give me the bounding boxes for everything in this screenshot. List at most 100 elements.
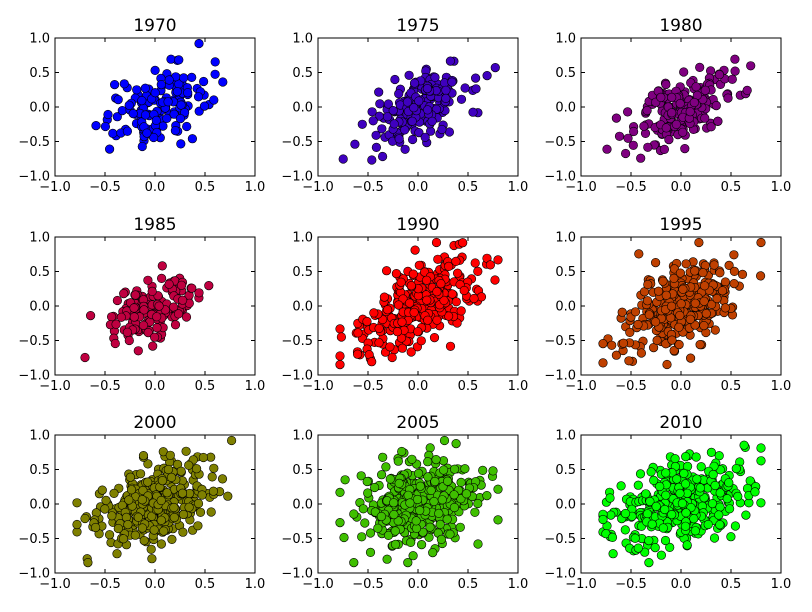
x-tick-label: 0.5 xyxy=(721,577,742,592)
data-point xyxy=(154,301,164,311)
data-point xyxy=(403,557,413,568)
x-tick-label: −1.0 xyxy=(39,577,71,592)
data-point xyxy=(149,525,159,535)
data-point xyxy=(729,250,739,260)
data-point xyxy=(410,78,420,88)
data-point xyxy=(197,490,207,500)
data-point xyxy=(393,516,403,526)
data-point xyxy=(406,347,416,357)
data-point xyxy=(651,501,661,512)
data-point xyxy=(107,511,117,521)
data-point xyxy=(349,509,359,519)
data-point xyxy=(409,103,419,113)
data-point xyxy=(169,502,179,513)
data-point xyxy=(383,305,393,315)
data-point xyxy=(335,360,345,370)
data-point xyxy=(370,482,380,493)
x-tick-label: 1.0 xyxy=(245,577,266,592)
data-point xyxy=(652,335,662,346)
data-point xyxy=(658,523,668,533)
data-point xyxy=(150,332,160,342)
y-tick-label: −1.0 xyxy=(18,170,50,185)
scatter-points xyxy=(598,237,766,370)
data-point xyxy=(374,323,384,334)
scatter-points xyxy=(80,261,214,363)
y-tick-label: −0.5 xyxy=(544,135,576,150)
data-point xyxy=(715,502,725,512)
data-point xyxy=(362,476,372,487)
data-point xyxy=(405,298,415,308)
data-point xyxy=(643,279,653,290)
data-point xyxy=(675,268,686,278)
data-point xyxy=(650,542,660,553)
subplot-2010: 2010 −1.0 −0.5 0.0 0.5 1.0 −1.0 −0.5 0.0 0.5 1.0 xyxy=(544,413,791,592)
y-tick-label: 0.0 xyxy=(29,498,50,513)
data-point xyxy=(137,95,147,106)
data-point xyxy=(616,481,626,491)
data-point xyxy=(692,474,702,484)
x-tick-label: 1.0 xyxy=(771,180,792,195)
subplot-title: 1970 xyxy=(133,16,176,36)
data-point xyxy=(138,451,149,461)
data-point xyxy=(605,493,615,503)
data-point xyxy=(163,464,173,475)
data-point xyxy=(122,126,132,136)
x-tick-label: −0.5 xyxy=(352,180,384,195)
data-point xyxy=(694,237,704,248)
y-tick-label: −0.5 xyxy=(18,135,50,150)
data-point xyxy=(714,70,725,80)
data-point xyxy=(756,456,766,466)
data-point xyxy=(381,462,391,472)
data-point xyxy=(182,121,192,132)
data-point xyxy=(703,519,713,530)
data-point xyxy=(482,70,492,81)
data-point xyxy=(356,471,366,481)
data-point xyxy=(422,83,433,94)
subplot-2005: 2005 −1.0 −0.5 0.0 0.5 1.0 −1.0 −0.5 0.0 0.5 1.0 xyxy=(281,413,528,592)
data-point xyxy=(691,452,701,462)
data-point xyxy=(713,116,723,126)
data-point xyxy=(667,509,677,520)
data-point xyxy=(390,74,400,85)
data-point xyxy=(679,468,689,479)
data-point xyxy=(83,557,93,568)
data-point xyxy=(659,144,670,154)
data-point xyxy=(739,440,749,450)
data-point xyxy=(669,345,679,356)
data-point xyxy=(423,472,433,482)
data-point xyxy=(408,269,418,279)
y-tick-label: −0.5 xyxy=(544,334,576,349)
data-point xyxy=(414,260,424,270)
data-point xyxy=(423,315,433,325)
data-point xyxy=(194,38,204,49)
data-point xyxy=(727,74,737,84)
data-point xyxy=(390,539,401,550)
data-point xyxy=(146,544,156,554)
data-point xyxy=(393,456,403,466)
data-point xyxy=(647,519,657,529)
data-point xyxy=(368,116,378,126)
data-point xyxy=(730,66,740,76)
data-point xyxy=(382,266,392,276)
data-point xyxy=(756,498,766,508)
data-point xyxy=(392,327,403,337)
data-point xyxy=(630,533,640,543)
data-point xyxy=(193,92,204,102)
data-point xyxy=(335,517,345,528)
data-point xyxy=(628,126,639,137)
data-point xyxy=(723,93,733,103)
data-point xyxy=(184,502,194,512)
data-point xyxy=(646,467,656,477)
data-point xyxy=(437,124,447,135)
data-point xyxy=(715,520,725,530)
data-point xyxy=(176,100,186,110)
subplot-1990: 1990 −1.0 −0.5 0.0 0.5 1.0 −1.0 −0.5 0.0 0.5 1.0 xyxy=(281,215,528,394)
data-point xyxy=(471,84,481,94)
subplot-title: 1985 xyxy=(133,215,176,235)
data-point xyxy=(662,359,672,370)
data-point xyxy=(450,464,460,474)
data-point xyxy=(447,289,457,299)
data-point xyxy=(473,539,483,549)
y-tick-label: 0.5 xyxy=(292,66,313,81)
data-point xyxy=(715,488,725,498)
